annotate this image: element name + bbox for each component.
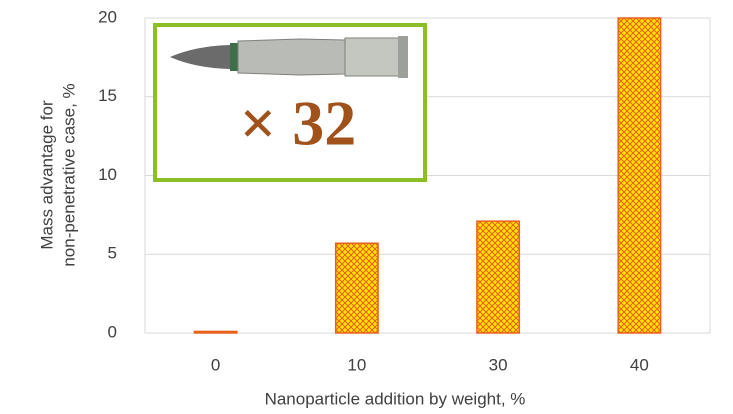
bullet-icon — [170, 36, 408, 78]
x-tick-label: 30 — [489, 355, 508, 374]
y-axis-label: Mass advantage for — [37, 100, 56, 250]
y-tick-label: 10 — [98, 165, 117, 184]
bar — [617, 17, 662, 334]
y-tick-label: 0 — [108, 322, 117, 341]
y-axis-label: non-penetrative case, % — [59, 83, 78, 266]
bar — [193, 330, 238, 334]
bar — [334, 242, 379, 334]
x-tick-label: 0 — [211, 355, 220, 374]
y-tick-label: 20 — [98, 7, 117, 26]
annotation: × 32 — [240, 88, 356, 159]
bar — [476, 220, 521, 334]
inset: × 32 — [153, 23, 427, 182]
x-axis-label: Nanoparticle addition by weight, % — [265, 389, 526, 408]
x-tick-label: 10 — [347, 355, 366, 374]
y-tick-label: 15 — [98, 86, 117, 105]
y-tick-label: 5 — [108, 244, 117, 263]
x-tick-label: 40 — [630, 355, 649, 374]
